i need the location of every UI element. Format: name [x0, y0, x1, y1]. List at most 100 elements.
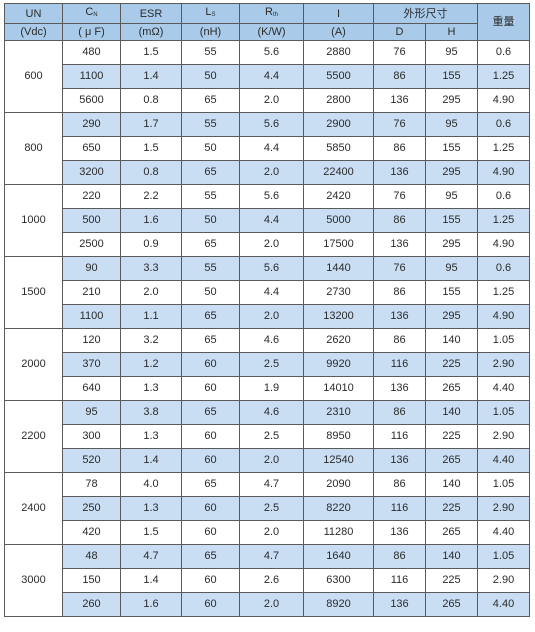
i-cell: 5850: [303, 136, 374, 161]
cn-cell: 520: [62, 448, 121, 473]
i-cell: 2730: [303, 280, 374, 305]
h-cell: 295: [425, 232, 478, 257]
cn-cell: 1100: [62, 64, 121, 89]
table-row: 5600 0.8 65 2.0 2800 136 295 4.90: [5, 88, 530, 113]
rth-cell: 2.6: [239, 568, 304, 593]
ls-cell: 60: [181, 424, 240, 449]
i-cell: 11280: [303, 520, 374, 545]
w-cell: 4.40: [477, 376, 530, 401]
d-cell: 136: [373, 232, 426, 257]
h-cell: 140: [425, 544, 478, 569]
table-body: 600 480 1.5 55 5.6 2880 76 95 0.6 1100 1.4 50 4.4 550…: [4, 40, 530, 617]
h-cell: 295: [425, 304, 478, 329]
h-cell: 265: [425, 520, 478, 545]
rth-cell: 2.0: [239, 232, 304, 257]
table-row: 2200 95 3.8 65 4.6 2310 86 140 1.05: [4, 400, 530, 473]
rth-cell: 2.0: [239, 520, 304, 545]
w-cell: 2.90: [477, 424, 530, 449]
w-cell: 1.25: [477, 64, 530, 89]
esr-cell: 1.4: [120, 64, 182, 89]
rth-cell: 2.5: [239, 424, 304, 449]
d-cell: 136: [373, 304, 426, 329]
cn-cell: 250: [62, 496, 121, 521]
d-cell: 76: [373, 184, 426, 209]
table-row: 260 1.6 60 2.0 8920 136 265 4.40: [5, 592, 530, 617]
table-row: 370 1.2 60 2.5 9920 116 225 2.90: [5, 352, 530, 377]
header-ls: LS: [181, 3, 240, 24]
h-cell: 95: [425, 40, 478, 65]
ls-cell: 60: [181, 520, 240, 545]
w-cell: 0.6: [477, 112, 530, 137]
d-cell: 76: [373, 256, 426, 281]
cn-cell: 210: [62, 280, 121, 305]
rth-cell: 4.7: [239, 544, 304, 569]
header-ls-unit: (nH): [181, 23, 240, 41]
table-row: 3000 48 4.7 65 4.7 1640 86 140 1.05: [4, 544, 530, 617]
h-cell: 95: [425, 256, 478, 281]
ls-cell: 60: [181, 352, 240, 377]
rth-cell: 2.0: [239, 448, 304, 473]
ls-cell: 65: [181, 160, 240, 185]
un-cell: 800: [4, 112, 63, 185]
h-cell: 140: [425, 472, 478, 497]
d-cell: 116: [373, 424, 426, 449]
table-row: 640 1.3 60 1.9 14010 136 265 4.40: [5, 376, 530, 401]
d-cell: 116: [373, 496, 426, 521]
rth-cell: 4.4: [239, 136, 304, 161]
w-cell: 0.6: [477, 256, 530, 281]
i-cell: 2620: [303, 328, 374, 353]
esr-cell: 1.5: [120, 136, 182, 161]
d-cell: 76: [373, 40, 426, 65]
ls-cell: 65: [181, 304, 240, 329]
esr-cell: 1.5: [120, 520, 182, 545]
i-cell: 17500: [303, 232, 374, 257]
esr-cell: 1.2: [120, 352, 182, 377]
esr-cell: 2.0: [120, 280, 182, 305]
header-i: I: [303, 3, 374, 24]
ls-cell: 60: [181, 496, 240, 521]
i-cell: 5500: [303, 64, 374, 89]
header-weight: 重量: [477, 3, 530, 41]
ls-cell: 55: [181, 40, 240, 65]
cn-cell: 300: [62, 424, 121, 449]
w-cell: 4.90: [477, 160, 530, 185]
table-row: 500 1.6 50 4.4 5000 86 155 1.25: [5, 208, 530, 233]
cn-cell: 2500: [62, 232, 121, 257]
esr-cell: 1.6: [120, 208, 182, 233]
header-esr-unit: (mΩ): [120, 23, 182, 41]
i-cell: 8920: [303, 592, 374, 617]
table-header: UN CN ESR LS Rth I 外形尺寸 重量: [4, 3, 530, 41]
un-cell: 600: [4, 40, 63, 113]
i-cell: 8950: [303, 424, 374, 449]
cn-cell: 650: [62, 136, 121, 161]
header-esr: ESR: [120, 3, 182, 24]
header-i-unit: (A): [303, 23, 374, 41]
d-cell: 86: [373, 544, 426, 569]
ls-cell: 65: [181, 328, 240, 353]
w-cell: 2.90: [477, 496, 530, 521]
d-cell: 86: [373, 280, 426, 305]
esr-cell: 4.7: [120, 544, 182, 569]
h-cell: 265: [425, 448, 478, 473]
ls-cell: 55: [181, 112, 240, 137]
i-cell: 2310: [303, 400, 374, 425]
d-cell: 136: [373, 520, 426, 545]
d-cell: 136: [373, 448, 426, 473]
header-cn-unit: ( μ F): [62, 23, 121, 41]
table-row: 2000 120 3.2 65 4.6 2620 86 140 1.05: [4, 328, 530, 401]
table-row: 2400 78 4.0 65 4.7 2090 86 140 1.05: [4, 472, 530, 545]
un-cell: 2000: [4, 328, 63, 401]
rth-cell: 1.9: [239, 376, 304, 401]
cn-cell: 290: [62, 112, 121, 137]
table-row: 1100 1.1 65 2.0 13200 136 295 4.90: [5, 304, 530, 329]
table-row: 250 1.3 60 2.5 8220 116 225 2.90: [5, 496, 530, 521]
cn-cell: 78: [62, 472, 121, 497]
ls-cell: 60: [181, 376, 240, 401]
w-cell: 4.40: [477, 448, 530, 473]
esr-cell: 2.2: [120, 184, 182, 209]
i-cell: 2420: [303, 184, 374, 209]
table-row: 650 1.5 50 4.4 5850 86 155 1.25: [5, 136, 530, 161]
esr-cell: 1.4: [120, 448, 182, 473]
i-cell: 13200: [303, 304, 374, 329]
rth-cell: 2.5: [239, 352, 304, 377]
